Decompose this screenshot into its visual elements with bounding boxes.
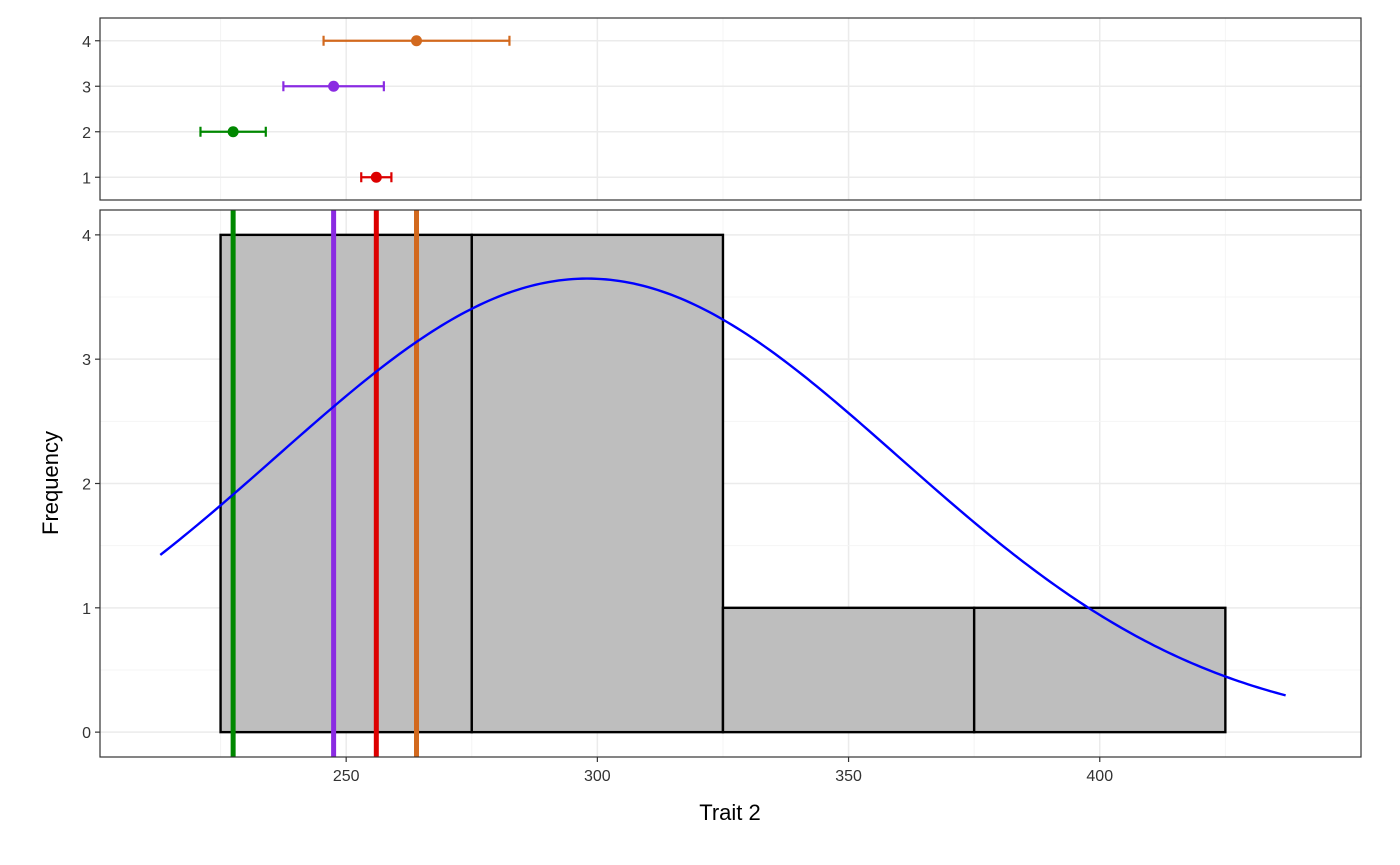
y-tick-label: 3: [82, 79, 91, 96]
group-mean-point: [328, 80, 340, 92]
histogram-bar: [470, 233, 725, 734]
group-4-errorbar: [322, 35, 511, 47]
histogram-panel: 0 1 2 3 4 250 300 350 400: [82, 209, 1362, 785]
x-axis-title: Trait 2: [699, 800, 761, 825]
top-panel-border: [99, 17, 1362, 201]
x-tick-label: 300: [584, 768, 611, 785]
group-1-errorbar: [360, 171, 393, 183]
x-tick-label: 400: [1086, 768, 1113, 785]
group-mean-point: [227, 126, 239, 138]
group-mean-point: [411, 35, 423, 47]
density-curve: [159, 277, 1286, 697]
group-2-errorbar: [199, 126, 267, 138]
histogram-bar: [721, 606, 976, 734]
y-tick-label: 1: [82, 601, 91, 618]
group-3-errorbar: [282, 80, 385, 92]
y-tick-label: 2: [82, 477, 91, 494]
x-tick-label: 250: [333, 768, 360, 785]
y-tick-label: 4: [82, 34, 91, 51]
group-means-panel: 1 2 3 4: [82, 17, 1362, 201]
group-mean-point: [370, 171, 382, 183]
y-tick-label: 4: [82, 228, 91, 245]
y-tick-label: 1: [82, 170, 91, 187]
histogram-bar: [972, 606, 1227, 734]
histogram-bar: [219, 233, 473, 734]
y-tick-label: 2: [82, 125, 91, 142]
y-tick-label: 3: [82, 352, 91, 369]
y-axis-title: Frequency: [38, 431, 63, 535]
y-tick-label: 0: [82, 725, 91, 742]
x-tick-label: 350: [835, 768, 862, 785]
